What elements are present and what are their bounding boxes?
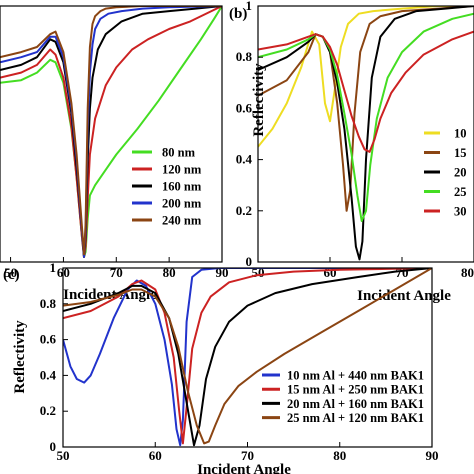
x-tick-label: 50: [57, 448, 70, 463]
x-axis-label: Incident Angle: [357, 288, 451, 304]
x-tick-label: 50: [4, 265, 17, 280]
x-tick-label: 60: [149, 448, 162, 463]
y-axis-label: Reflectivity: [251, 63, 267, 137]
x-tick-label: 70: [396, 265, 409, 280]
series-line-c-2: [63, 268, 432, 445]
panel-label: (c): [3, 267, 20, 283]
legend-label: 240 nm: [162, 214, 202, 228]
y-tick-label: 0: [246, 254, 253, 269]
x-tick-label: 80: [163, 265, 176, 280]
y-tick-label: 0.2: [40, 403, 56, 418]
y-axis-label: Reflectivity: [12, 320, 28, 394]
legend-label: 120 nm: [162, 163, 202, 177]
panel-label: (b): [229, 6, 247, 22]
x-tick-label: 70: [241, 448, 254, 463]
x-tick-label: 70: [110, 265, 123, 280]
x-axis-label: Incident Angle: [63, 287, 157, 303]
legend-a: 80 nm 120 nm 160 nm 200 nm 240 nm: [132, 146, 202, 228]
series-line-b-1: [258, 6, 474, 148]
y-tick-label: 0.8: [236, 49, 253, 64]
legend-label: 200 nm: [162, 197, 202, 211]
chart-panel-c: 50 60 70 80 90 0 0.2 0.4 0.6 0.8 1 Incident Angle Re…: [3, 260, 439, 474]
plot-frame: [0, 5, 223, 263]
y-tick-label: 0.4: [40, 367, 57, 382]
legend-b: 10 15 20 25 30: [424, 127, 467, 219]
x-tick-label: 90: [216, 265, 229, 280]
x-tick-label: 90: [426, 448, 439, 463]
x-tick-label: 60: [324, 265, 337, 280]
plot-frame: [257, 5, 474, 263]
y-tick-label: 0: [50, 439, 57, 454]
y-tick-label: 0.8: [40, 296, 57, 311]
y-tick-label: 0.6: [236, 100, 253, 115]
series-line-c-1: [63, 268, 432, 447]
x-axis-label: Incident Angle: [197, 462, 291, 474]
legend-label: 20: [454, 166, 467, 180]
y-tick-label: 1: [50, 260, 57, 275]
x-tick-label: 80: [461, 265, 474, 280]
series-line-c-4: [63, 268, 432, 445]
x-tick-label: 80: [333, 448, 346, 463]
legend-label: 15: [454, 146, 467, 160]
legend-label: 25 nm Al + 120 nm BAK1: [287, 411, 424, 425]
legend-label: 160 nm: [162, 180, 202, 194]
y-tick-label: 1: [246, 0, 253, 13]
legend-label: 80 nm: [162, 146, 196, 160]
legend-label: 25: [454, 185, 467, 199]
series-line-c-3: [63, 268, 432, 447]
legend-label: 20 nm Al + 160 nm BAK1: [287, 397, 424, 411]
legend-label: 30: [454, 205, 467, 219]
series-line-b-5: [258, 30, 474, 153]
legend-label: 10 nm Al + 440 nm BAK1: [287, 369, 424, 383]
series-line-a-5: [0, 6, 222, 256]
chart-panel-b: 50 60 70 80 0 0.2 0.4 0.6 0.8 1 Incident Angle Refl…: [229, 0, 474, 304]
y-tick-label: 0.6: [40, 332, 57, 347]
legend-label: 15 nm Al + 250 nm BAK1: [287, 383, 424, 397]
legend-label: 10: [454, 127, 467, 141]
y-tick-label: 0.4: [236, 152, 253, 167]
y-tick-label: 0.2: [236, 203, 252, 218]
series-line-b-2: [258, 6, 474, 212]
x-tick-label: 50: [252, 265, 265, 280]
